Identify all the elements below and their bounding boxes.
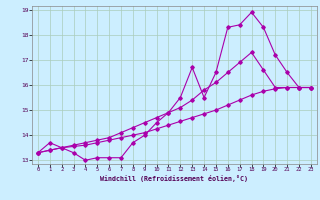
X-axis label: Windchill (Refroidissement éolien,°C): Windchill (Refroidissement éolien,°C): [100, 175, 248, 182]
